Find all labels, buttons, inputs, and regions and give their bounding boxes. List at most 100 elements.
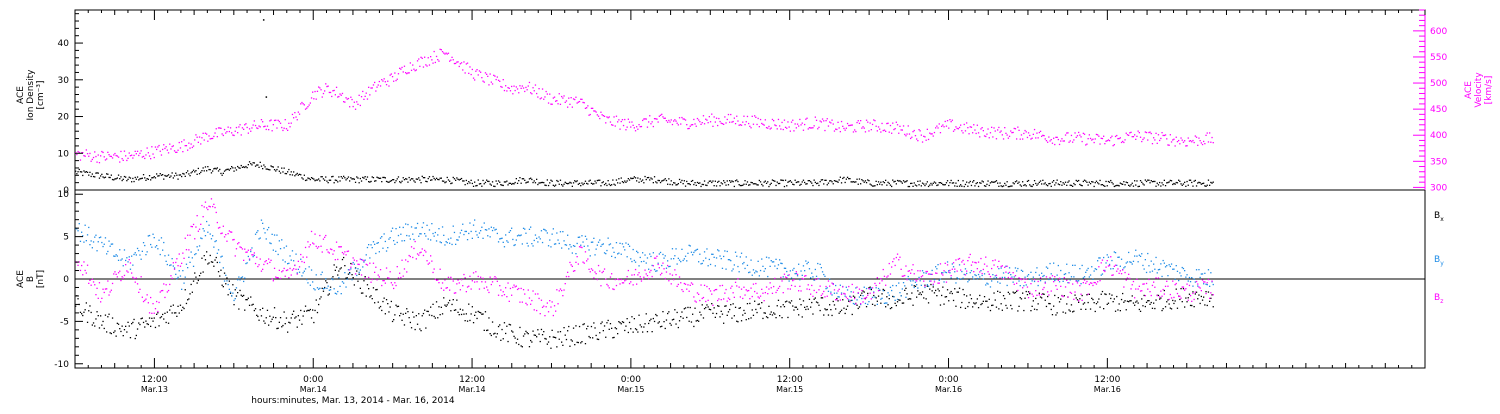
bz-point [77,265,78,266]
by-point [225,275,226,276]
velocity-point [106,158,107,159]
bx-point [432,304,433,305]
by-point [1153,264,1154,265]
ion-density-point [1115,185,1116,186]
velocity-point [224,129,225,130]
velocity-point [822,118,823,119]
ion-density-point [974,185,975,186]
velocity-point [356,101,357,102]
by-point [1028,274,1029,275]
velocity-point [755,117,756,118]
bx-point [1211,294,1212,295]
ion-density-point [373,177,374,178]
bz-point [322,251,323,252]
velocity-point [220,128,221,129]
bz-point [915,279,916,280]
bz-point [251,254,252,255]
velocity-point [1152,143,1153,144]
bz-point [908,271,909,272]
velocity-point [777,128,778,129]
bz-point [1102,260,1103,261]
by-point [1152,271,1153,272]
by-point [87,234,88,235]
ion-density-point [866,182,867,183]
ion-density-point [397,178,398,179]
velocity-point [1091,139,1092,140]
by-point [107,251,108,252]
ion-density-point [264,166,265,167]
ion-density-point [943,184,944,185]
bz-point [270,260,271,261]
ion-density-point [486,180,487,181]
ion-density-point [498,180,499,181]
bx-point [1054,295,1055,296]
bx-point [660,326,661,327]
bz-point [747,290,748,291]
by-point [129,256,130,257]
bx-point [932,290,933,291]
by-point [423,222,424,223]
bx-point [258,320,259,321]
bz-point [347,251,348,252]
by-point [942,272,943,273]
bz-point [92,279,93,280]
velocity-point [513,86,514,87]
bz-point [927,271,928,272]
bx-point [476,318,477,319]
velocity-point [686,124,687,125]
ion-density-point [137,176,138,177]
bx-point [288,322,289,323]
by-point [1078,280,1079,281]
ion-density-point [929,185,930,186]
ion-density-point [673,182,674,183]
by-point [768,257,769,258]
ion-density-point [416,178,417,179]
bx-point [282,325,283,326]
bz-point [646,273,647,274]
bz-point [147,294,148,295]
by-point [672,248,673,249]
by-point [1038,285,1039,286]
bz-point [170,275,171,276]
by-point [980,270,981,271]
ion-density-point [718,181,719,182]
by-point [1086,270,1087,271]
bx-point [739,308,740,309]
velocity-point [1184,140,1185,141]
velocity-point [1105,141,1106,142]
by-point [728,259,729,260]
velocity-point [145,154,146,155]
by-point [702,263,703,264]
ion-density-point [747,181,748,182]
bz-point [989,274,990,275]
by-point [85,225,86,226]
bz-point [685,284,686,285]
by-point [708,265,709,266]
bz-point [1198,286,1199,287]
by-point [343,283,344,284]
ion-density-point [895,181,896,182]
by-point [411,226,412,227]
ion-density-point [175,173,176,174]
by-point [303,272,304,273]
by-point [592,242,593,243]
velocity-point [718,118,719,119]
by-point [680,261,681,262]
ion-density-point [1058,183,1059,184]
bz-point [145,299,146,300]
velocity-point [350,97,351,98]
bx-point [812,313,813,314]
bx-point [1027,294,1028,295]
bz-point [787,288,788,289]
velocity-point [802,123,803,124]
bz-point [754,291,755,292]
bx-point [157,312,158,313]
bz-point [450,277,451,278]
by-point [108,241,109,242]
by-point [1011,276,1012,277]
bz-point [841,294,842,295]
ion-density-point [742,185,743,186]
by-point [585,236,586,237]
velocity-point [846,128,847,129]
bz-point [351,264,352,265]
